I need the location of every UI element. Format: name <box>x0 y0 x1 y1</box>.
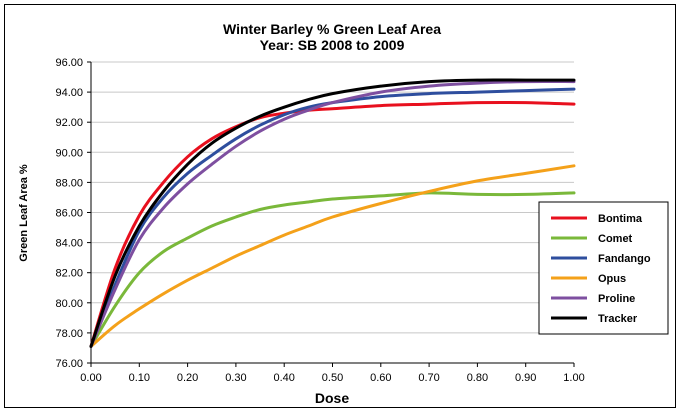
x-tick-label: 0.00 <box>80 372 101 384</box>
y-axis-label: Green Leaf Area % <box>18 164 30 262</box>
legend: Bontima Comet Fandango Opus Proline Tracker <box>538 201 669 335</box>
y-tick-label: 94.00 <box>55 87 83 99</box>
legend-label: Proline <box>598 293 635 305</box>
series-lines <box>89 78 576 348</box>
legend-label: Fandango <box>598 253 651 265</box>
y-tick-label: 90.00 <box>55 147 83 159</box>
x-tick-label: 0.20 <box>177 372 198 384</box>
y-tick-label: 88.00 <box>55 177 83 189</box>
x-tick-label: 0.50 <box>322 372 343 384</box>
series-line-opus <box>89 164 576 348</box>
axes: 76.00 78.00 80.00 82.00 84.00 86.00 88.00 90.00… <box>55 57 584 384</box>
legend-label: Bontima <box>598 213 643 225</box>
x-tick-label: 0.90 <box>515 372 536 384</box>
x-tick-label: 0.10 <box>129 372 150 384</box>
x-tick-label: 0.60 <box>370 372 391 384</box>
series-line-proline <box>89 79 576 348</box>
chart-title: Winter Barley % Green Leaf Area <box>223 21 441 37</box>
x-tick-label: 0.40 <box>273 372 294 384</box>
legend-label: Opus <box>598 273 626 285</box>
series-line-tracker <box>89 78 576 348</box>
y-tick-label: 86.00 <box>55 208 83 220</box>
y-tick-label: 78.00 <box>55 328 83 340</box>
y-tick-label: 80.00 <box>55 298 83 310</box>
legend-box <box>538 201 669 335</box>
x-tick-label: 0.70 <box>418 372 439 384</box>
series-line-fandango <box>89 87 576 348</box>
x-axis-label: Dose <box>315 390 349 406</box>
x-tick-label: 1.00 <box>563 372 584 384</box>
y-tick-label: 92.00 <box>55 117 83 129</box>
series-line-comet <box>89 191 576 348</box>
y-tick-label: 76.00 <box>55 358 83 370</box>
y-tick-label: 96.00 <box>55 57 83 69</box>
legend-label: Comet <box>598 233 633 245</box>
x-tick-label: 0.80 <box>467 372 488 384</box>
x-tick-label: 0.30 <box>225 372 246 384</box>
legend-label: Tracker <box>598 313 638 325</box>
series-line-bontima <box>89 100 576 348</box>
y-tick-label: 82.00 <box>55 268 83 280</box>
chart-subtitle: Year: SB 2008 to 2009 <box>260 37 405 53</box>
y-tick-label: 84.00 <box>55 238 83 250</box>
